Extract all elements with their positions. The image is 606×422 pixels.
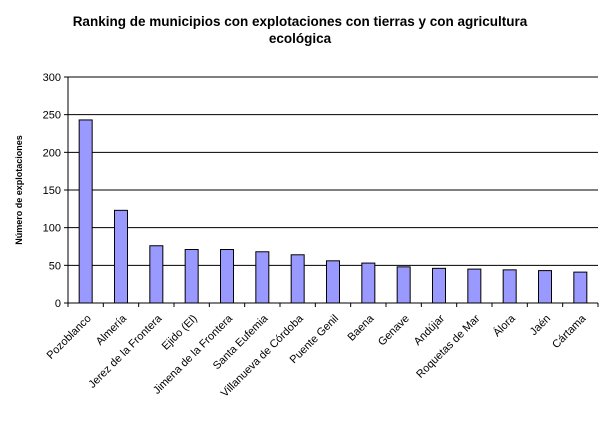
category-label: Cártama <box>550 312 589 351</box>
category-label: Álora <box>490 311 518 339</box>
y-tick-label: 200 <box>43 147 61 159</box>
category-label: Baena <box>345 312 377 344</box>
bar <box>573 271 588 304</box>
y-tick-label: 150 <box>43 185 61 197</box>
bar <box>361 262 376 304</box>
bar <box>326 260 340 304</box>
y-tick-label: 50 <box>49 260 61 272</box>
bar <box>432 267 446 304</box>
category-label: Roquetas de Mar <box>414 312 482 380</box>
bar <box>396 266 411 304</box>
bar <box>78 119 93 304</box>
gridlines <box>68 76 598 266</box>
category-label: Andújar <box>412 312 448 348</box>
y-axis-title: Número de explotaciones <box>14 135 24 245</box>
y-tick-label: 0 <box>55 298 61 310</box>
bar <box>467 268 482 304</box>
y-tick-label: 250 <box>43 110 61 122</box>
bar <box>149 245 164 304</box>
y-tick-label: 100 <box>43 223 61 235</box>
category-label: Genave <box>376 313 412 349</box>
bar <box>184 249 199 304</box>
bars <box>78 119 588 304</box>
y-tick-labels: 0 50 100 150 200 250 300 <box>43 72 61 310</box>
bar <box>502 269 517 304</box>
bar <box>538 270 552 304</box>
bar <box>114 209 128 304</box>
y-tick-label: 300 <box>43 72 61 84</box>
bar <box>220 249 234 304</box>
category-label: Almería <box>94 312 130 348</box>
chart-title: Ranking de municipios con explotaciones … <box>72 14 528 46</box>
category-label: Jaén <box>528 313 553 338</box>
bar <box>290 254 305 304</box>
category-label: Pozoblanco <box>45 313 94 362</box>
bar <box>255 251 270 304</box>
